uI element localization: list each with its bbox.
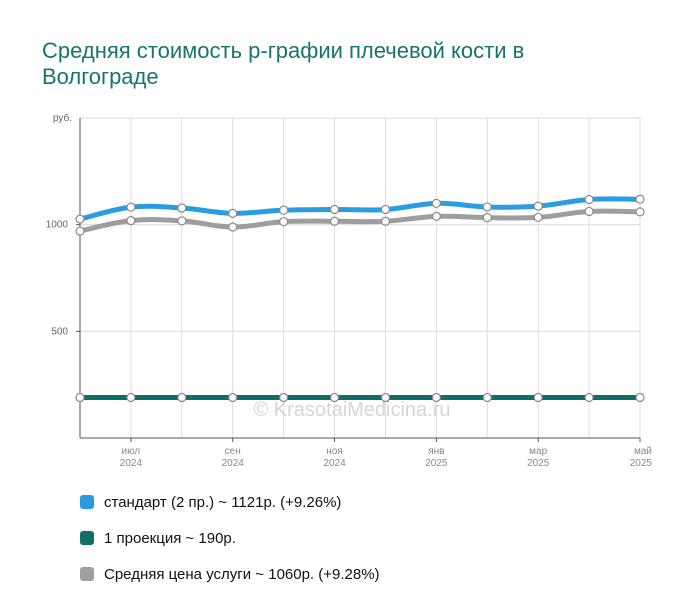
legend-label: стандарт (2 пр.) ~ 1121р. (+9.26%) bbox=[104, 493, 342, 511]
legend-item[interactable]: стандарт (2 пр.) ~ 1121р. (+9.26%) bbox=[80, 484, 380, 520]
data-point[interactable] bbox=[533, 201, 543, 211]
data-point[interactable] bbox=[177, 392, 187, 403]
legend-label: 1 проекция ~ 190р. bbox=[104, 529, 236, 547]
data-point[interactable] bbox=[380, 216, 391, 226]
data-point[interactable] bbox=[380, 204, 391, 215]
y-tick-label: 1000 bbox=[46, 220, 69, 231]
legend-label: Средняя цена услуги ~ 1060р. (+9.28%) bbox=[104, 565, 380, 583]
data-point[interactable] bbox=[482, 392, 492, 403]
data-point[interactable] bbox=[380, 392, 391, 403]
data-point[interactable] bbox=[75, 226, 85, 236]
x-tick-label-year: 2024 bbox=[120, 458, 143, 469]
data-point[interactable] bbox=[75, 214, 85, 224]
x-tick-label-month: мар bbox=[529, 446, 547, 457]
data-point[interactable] bbox=[431, 198, 441, 208]
x-tick-label-year: 2024 bbox=[323, 458, 346, 469]
data-point[interactable] bbox=[228, 208, 238, 218]
data-point[interactable] bbox=[177, 216, 187, 226]
chart-legend: стандарт (2 пр.) ~ 1121р. (+9.26%) 1 прое… bbox=[80, 484, 380, 592]
data-point[interactable] bbox=[126, 202, 136, 212]
x-tick-label-month: май bbox=[634, 446, 652, 457]
data-point[interactable] bbox=[329, 216, 340, 226]
data-point[interactable] bbox=[126, 392, 136, 403]
x-tick-label-year: 2025 bbox=[527, 458, 550, 469]
data-point[interactable] bbox=[584, 206, 594, 217]
x-tick-label-year: 2025 bbox=[425, 458, 448, 469]
x-tick-label-month: сен bbox=[225, 446, 241, 457]
data-point[interactable] bbox=[635, 207, 645, 217]
data-point[interactable] bbox=[279, 205, 289, 215]
data-point[interactable] bbox=[279, 392, 289, 403]
data-point[interactable] bbox=[329, 204, 340, 215]
legend-swatch bbox=[80, 495, 94, 509]
y-tick-label: 500 bbox=[51, 326, 68, 337]
data-point[interactable] bbox=[279, 217, 289, 227]
data-point[interactable] bbox=[228, 392, 238, 403]
x-tick-label-year: 2024 bbox=[222, 458, 245, 469]
x-tick-label-month: июл bbox=[122, 446, 141, 457]
series-line bbox=[77, 208, 643, 234]
data-point[interactable] bbox=[533, 392, 543, 403]
y-axis-label: руб. bbox=[53, 112, 72, 124]
data-point[interactable] bbox=[482, 202, 492, 212]
x-tick-label-month: янв bbox=[428, 446, 444, 457]
data-point[interactable] bbox=[584, 392, 594, 403]
data-point[interactable] bbox=[482, 213, 492, 223]
data-point[interactable] bbox=[431, 392, 441, 403]
data-point[interactable] bbox=[329, 392, 340, 403]
data-point[interactable] bbox=[584, 194, 594, 205]
legend-item[interactable]: 1 проекция ~ 190р. bbox=[80, 520, 380, 556]
data-point[interactable] bbox=[431, 211, 441, 221]
data-point[interactable] bbox=[533, 212, 543, 223]
chart-title: Средняя стоимость р-графии плечевой кост… bbox=[42, 38, 525, 89]
data-point[interactable] bbox=[126, 216, 136, 226]
data-point[interactable] bbox=[635, 392, 645, 403]
legend-swatch bbox=[80, 531, 94, 545]
x-tick-label-month: ноя bbox=[326, 446, 343, 457]
line-chart: 5001000руб.июл2024сен2024ноя2024янв2025м… bbox=[46, 112, 653, 469]
data-point[interactable] bbox=[228, 222, 238, 232]
data-point[interactable] bbox=[177, 203, 187, 213]
legend-item[interactable]: Средняя цена услуги ~ 1060р. (+9.28%) bbox=[80, 556, 380, 592]
legend-swatch bbox=[80, 567, 94, 581]
data-point[interactable] bbox=[75, 392, 85, 403]
watermark: © KrasotaiMedicina.ru bbox=[253, 399, 450, 421]
x-tick-label-year: 2025 bbox=[630, 458, 653, 469]
data-point[interactable] bbox=[635, 194, 645, 204]
